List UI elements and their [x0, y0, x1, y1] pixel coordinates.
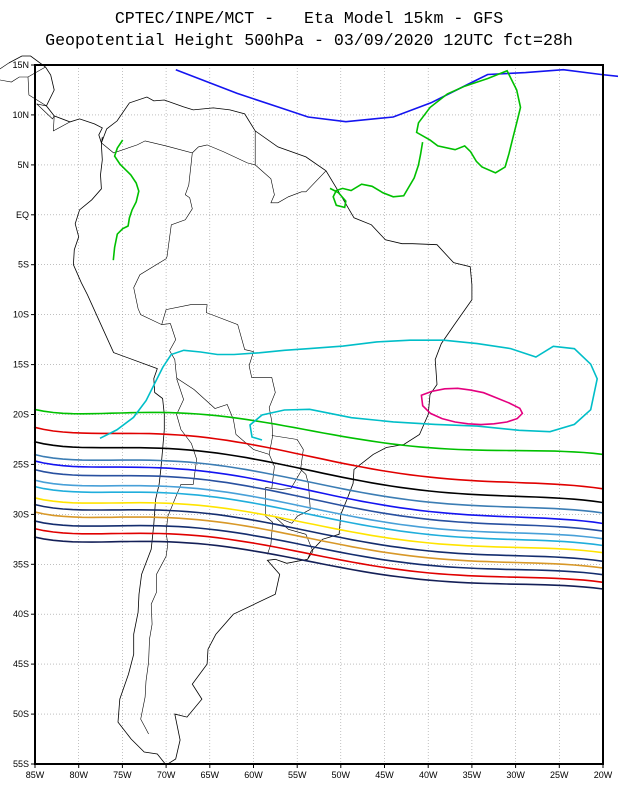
- svg-text:35S: 35S: [13, 559, 29, 569]
- svg-text:20W: 20W: [594, 770, 613, 780]
- svg-text:25W: 25W: [550, 770, 569, 780]
- svg-text:50W: 50W: [332, 770, 351, 780]
- svg-text:5N: 5N: [17, 160, 29, 170]
- svg-text:35W: 35W: [463, 770, 482, 780]
- svg-text:10N: 10N: [12, 110, 29, 120]
- svg-text:50S: 50S: [13, 709, 29, 719]
- svg-text:25S: 25S: [13, 459, 29, 469]
- svg-text:EQ: EQ: [16, 210, 29, 220]
- svg-text:75W: 75W: [113, 770, 132, 780]
- svg-text:10S: 10S: [13, 310, 29, 320]
- svg-text:60W: 60W: [244, 770, 263, 780]
- svg-text:20S: 20S: [13, 410, 29, 420]
- svg-text:70W: 70W: [157, 770, 176, 780]
- svg-text:55S: 55S: [13, 759, 29, 769]
- svg-text:45W: 45W: [375, 770, 394, 780]
- svg-text:30S: 30S: [13, 509, 29, 519]
- svg-text:85W: 85W: [26, 770, 45, 780]
- svg-text:55W: 55W: [288, 770, 307, 780]
- svg-text:65W: 65W: [201, 770, 220, 780]
- svg-text:40W: 40W: [419, 770, 438, 780]
- svg-text:80W: 80W: [69, 770, 88, 780]
- svg-text:15N: 15N: [12, 60, 29, 70]
- svg-text:40S: 40S: [13, 609, 29, 619]
- svg-text:45S: 45S: [13, 659, 29, 669]
- svg-text:30W: 30W: [506, 770, 525, 780]
- svg-text:15S: 15S: [13, 360, 29, 370]
- svg-text:5S: 5S: [18, 260, 29, 270]
